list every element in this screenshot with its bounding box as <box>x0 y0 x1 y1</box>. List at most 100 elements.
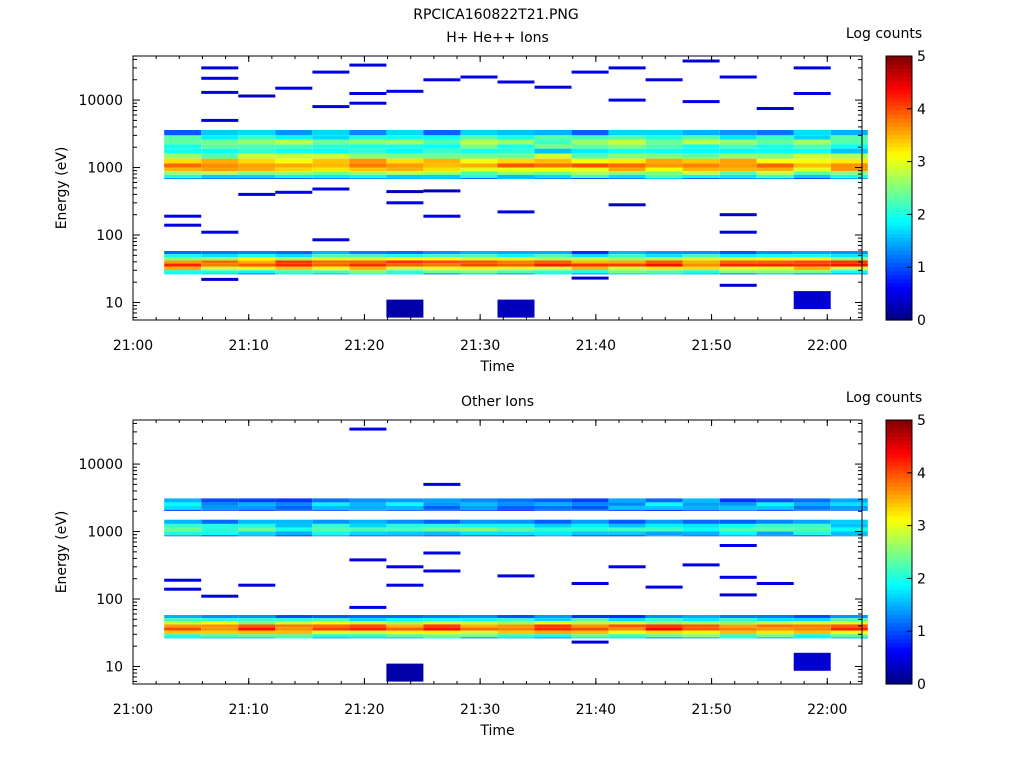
heatmap-cell <box>608 505 646 510</box>
heatmap-cell <box>164 502 202 506</box>
heatmap-cell <box>386 523 424 528</box>
heatmap-cell <box>645 158 683 164</box>
y-tick-label: 1000 <box>87 525 123 541</box>
heatmap-cell <box>386 634 424 638</box>
heatmap-cell <box>275 139 313 145</box>
heatmap-cell <box>460 254 498 258</box>
heatmap-cell <box>571 257 609 261</box>
heatmap-cell <box>497 519 535 524</box>
y-tick-label: 10 <box>105 659 123 675</box>
heatmap-cell <box>830 627 868 631</box>
heatmap-cell <box>793 509 831 511</box>
heatmap-cell <box>164 630 202 635</box>
colorbar-segment <box>886 68 912 74</box>
colorbar-segment <box>886 291 912 296</box>
heatmap-cell <box>571 637 609 639</box>
heatmap-cell <box>497 254 535 258</box>
heatmap-cell <box>460 270 498 274</box>
heatmap-cell <box>756 627 794 631</box>
colorbar-segment <box>886 634 912 640</box>
heatmap-cell <box>645 509 683 511</box>
x-tick-label: 21:20 <box>344 338 384 354</box>
heatmap-cell <box>349 171 387 175</box>
count-line <box>201 90 239 94</box>
heatmap-cell <box>386 174 424 178</box>
heatmap-cell <box>238 144 276 149</box>
heatmap-cell <box>312 167 350 172</box>
colorbar-segment <box>886 424 912 429</box>
heatmap-cell <box>719 618 757 622</box>
heatmap-cell <box>164 263 202 267</box>
heatmap-cell <box>275 266 313 271</box>
colorbar-segment <box>886 249 912 255</box>
heatmap-cell <box>793 130 831 136</box>
heatmap-cell <box>460 144 498 149</box>
heatmap-cell <box>534 270 572 274</box>
heatmap-cell <box>275 171 313 175</box>
colorbar-segment <box>886 188 912 193</box>
count-line <box>312 70 350 74</box>
heatmap-cell <box>682 627 720 631</box>
x-tick-label: 21:40 <box>576 338 616 354</box>
colorbar-tick-label: 5 <box>917 49 926 65</box>
count-line <box>571 640 609 644</box>
heatmap-cell <box>608 167 646 172</box>
heatmap-cell <box>793 171 831 175</box>
heatmap-cell <box>201 174 239 178</box>
heatmap-cell <box>164 260 202 264</box>
heatmap-cell <box>645 163 683 168</box>
colorbar-segment <box>886 274 912 280</box>
heatmap-cell <box>349 260 387 264</box>
heatmap-cell <box>238 260 276 264</box>
colorbar-segment <box>886 535 912 541</box>
heatmap-cell <box>719 163 757 168</box>
heatmap-cell <box>275 135 313 140</box>
heatmap-cell <box>312 498 350 503</box>
heatmap-cell <box>423 174 461 178</box>
colorbar-tick-label: 1 <box>917 624 926 640</box>
heatmap-cell <box>164 627 202 631</box>
heatmap-cell <box>349 527 387 532</box>
heatmap-cell <box>275 502 313 506</box>
count-line <box>719 544 757 547</box>
y-tick-label: 100 <box>96 228 123 244</box>
heatmap-cell <box>423 531 461 536</box>
heatmap-cell <box>312 624 350 628</box>
heatmap-cell <box>164 178 202 179</box>
heatmap-cell <box>793 527 831 532</box>
heatmap-cell <box>497 158 535 164</box>
colorbar-segment <box>886 109 912 115</box>
heatmap-cell <box>460 273 498 275</box>
count-line <box>793 92 831 95</box>
heatmap-cell <box>645 527 683 532</box>
heatmap-cell <box>571 270 609 274</box>
count-line <box>164 214 202 218</box>
heatmap-cell <box>164 624 202 628</box>
heatmap-cell <box>349 502 387 506</box>
heatmap-cell <box>645 624 683 628</box>
heatmap-cell <box>497 634 535 638</box>
heatmap-cell <box>645 627 683 631</box>
colorbar-segment <box>886 93 912 98</box>
heatmap-cell <box>164 615 202 619</box>
colorbar-segment <box>886 113 912 119</box>
heatmap-cell <box>460 148 498 154</box>
heatmap-cell <box>682 153 720 159</box>
colorbar-segment <box>886 547 912 553</box>
heatmap-cell <box>275 273 313 275</box>
colorbar-segment <box>886 171 912 177</box>
colorbar-segment <box>886 481 912 487</box>
heatmap-cell <box>645 498 683 503</box>
heatmap-cell <box>275 167 313 172</box>
heatmap-cell <box>460 135 498 140</box>
heatmap-cell <box>645 254 683 258</box>
colorbar-label: Log counts <box>846 26 922 42</box>
heatmap-cell <box>793 178 831 179</box>
colorbar-segment <box>886 196 912 201</box>
heatmap-cell <box>719 615 757 619</box>
heatmap-cell <box>238 498 276 503</box>
heatmap-cell <box>645 148 683 154</box>
heatmap-cell <box>275 178 313 179</box>
heatmap-cell <box>386 618 424 622</box>
